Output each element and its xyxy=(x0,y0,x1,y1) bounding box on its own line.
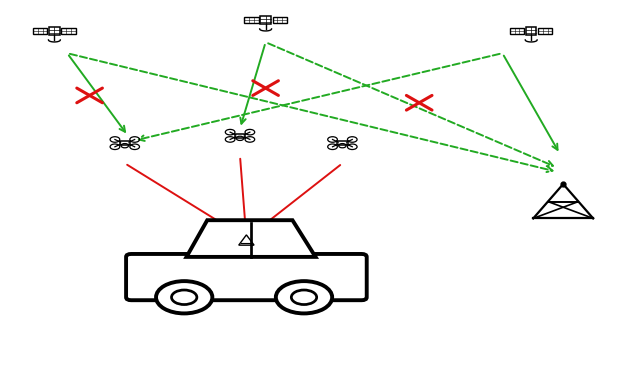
Bar xyxy=(120,141,130,145)
Bar xyxy=(526,27,536,35)
Bar xyxy=(235,134,245,138)
Circle shape xyxy=(276,281,332,313)
Bar xyxy=(33,28,47,34)
Bar xyxy=(49,27,60,35)
Circle shape xyxy=(291,290,317,305)
Bar xyxy=(244,17,259,23)
Circle shape xyxy=(172,290,197,305)
Bar xyxy=(538,28,552,34)
Bar xyxy=(273,17,287,23)
Polygon shape xyxy=(186,220,316,257)
Bar xyxy=(61,28,76,34)
FancyBboxPatch shape xyxy=(126,254,367,300)
Bar xyxy=(260,16,271,24)
Bar xyxy=(510,28,524,34)
Circle shape xyxy=(156,281,212,313)
Bar xyxy=(337,141,348,145)
